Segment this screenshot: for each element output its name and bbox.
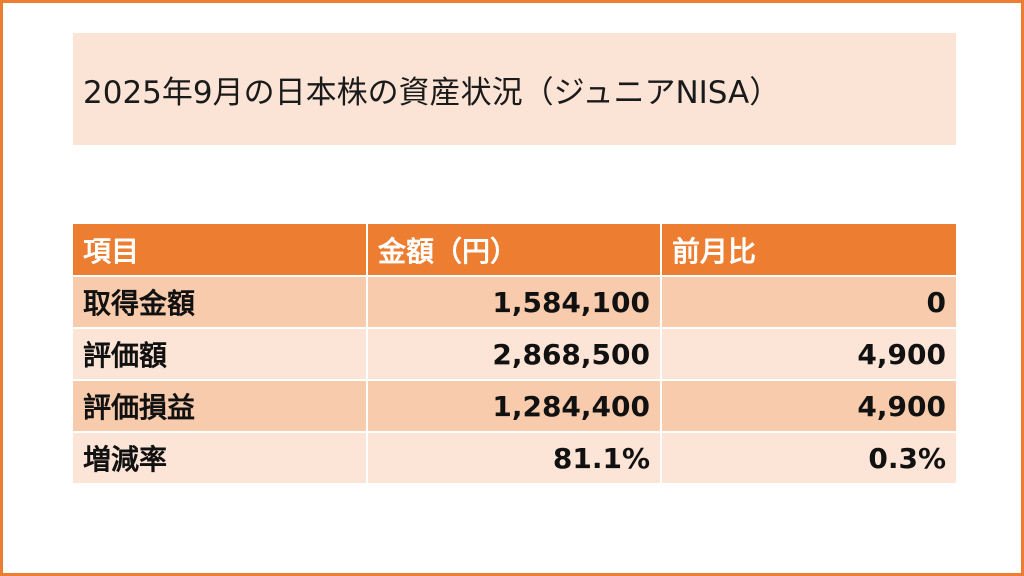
header-amount: 金額（円） — [367, 224, 662, 277]
row-change: 4,900 — [661, 328, 956, 381]
row-label: 増減率 — [73, 432, 368, 485]
table-row: 取得金額 1,584,100 0 — [73, 276, 956, 329]
row-change: 0 — [661, 276, 956, 329]
row-change: 0.3% — [661, 432, 956, 485]
header-change: 前月比 — [661, 224, 956, 277]
page-title: 2025年9月の日本株の資産状況（ジュニアNISA） — [83, 74, 781, 111]
row-amount: 1,584,100 — [367, 276, 662, 329]
table-row: 評価額 2,868,500 4,900 — [73, 328, 956, 381]
row-change: 4,900 — [661, 380, 956, 433]
table-row: 増減率 81.1% 0.3% — [73, 432, 956, 485]
row-label: 評価損益 — [73, 380, 368, 433]
asset-table: 項目 金額（円） 前月比 取得金額 1,584,100 0 評価額 2,868,… — [73, 224, 956, 485]
row-amount: 1,284,400 — [367, 380, 662, 433]
header-item: 項目 — [73, 224, 368, 277]
row-amount: 2,868,500 — [367, 328, 662, 381]
title-banner: 2025年9月の日本株の資産状況（ジュニアNISA） — [73, 33, 956, 145]
row-label: 評価額 — [73, 328, 368, 381]
row-label: 取得金額 — [73, 276, 368, 329]
row-amount: 81.1% — [367, 432, 662, 485]
table-row: 評価損益 1,284,400 4,900 — [73, 380, 956, 433]
table-header-row: 項目 金額（円） 前月比 — [73, 224, 956, 277]
